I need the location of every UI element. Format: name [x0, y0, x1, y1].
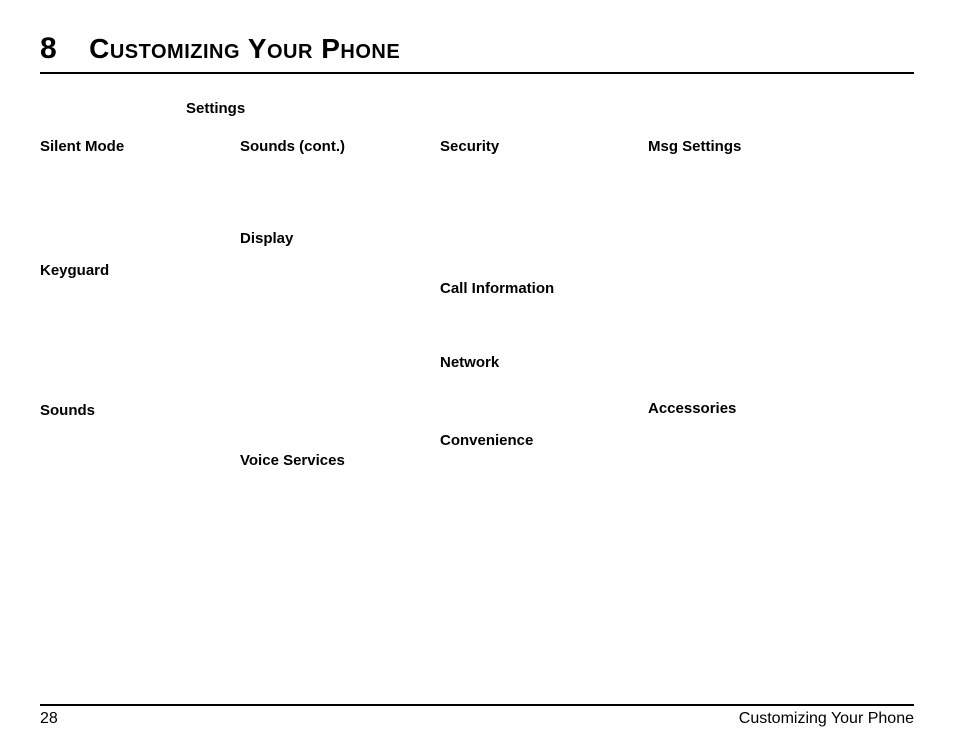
label-security: Security	[440, 138, 499, 156]
label-accessories: Accessories	[648, 400, 736, 418]
footer-page-number: 28	[40, 710, 58, 728]
settings-heading: Settings	[186, 100, 245, 117]
chapter-title: Customizing Your Phone	[89, 33, 400, 65]
label-keyguard: Keyguard	[40, 262, 109, 280]
chapter-header: 8 Customizing Your Phone	[40, 32, 914, 74]
label-convenience: Convenience	[440, 432, 533, 450]
label-voice-services: Voice Services	[240, 452, 345, 470]
content-area: Settings Silent Mode Keyguard Sounds Sou…	[40, 100, 914, 662]
label-network: Network	[440, 354, 499, 372]
label-call-information: Call Information	[440, 280, 554, 298]
page: 8 Customizing Your Phone Settings Silent…	[0, 0, 954, 742]
label-sounds-cont: Sounds (cont.)	[240, 138, 345, 156]
chapter-number: 8	[40, 32, 57, 66]
label-silent-mode: Silent Mode	[40, 138, 124, 156]
label-display: Display	[240, 230, 293, 248]
label-sounds: Sounds	[40, 402, 95, 420]
label-msg-settings: Msg Settings	[648, 138, 741, 156]
page-footer: 28 Customizing Your Phone	[40, 704, 914, 710]
footer-section-name: Customizing Your Phone	[739, 710, 914, 728]
